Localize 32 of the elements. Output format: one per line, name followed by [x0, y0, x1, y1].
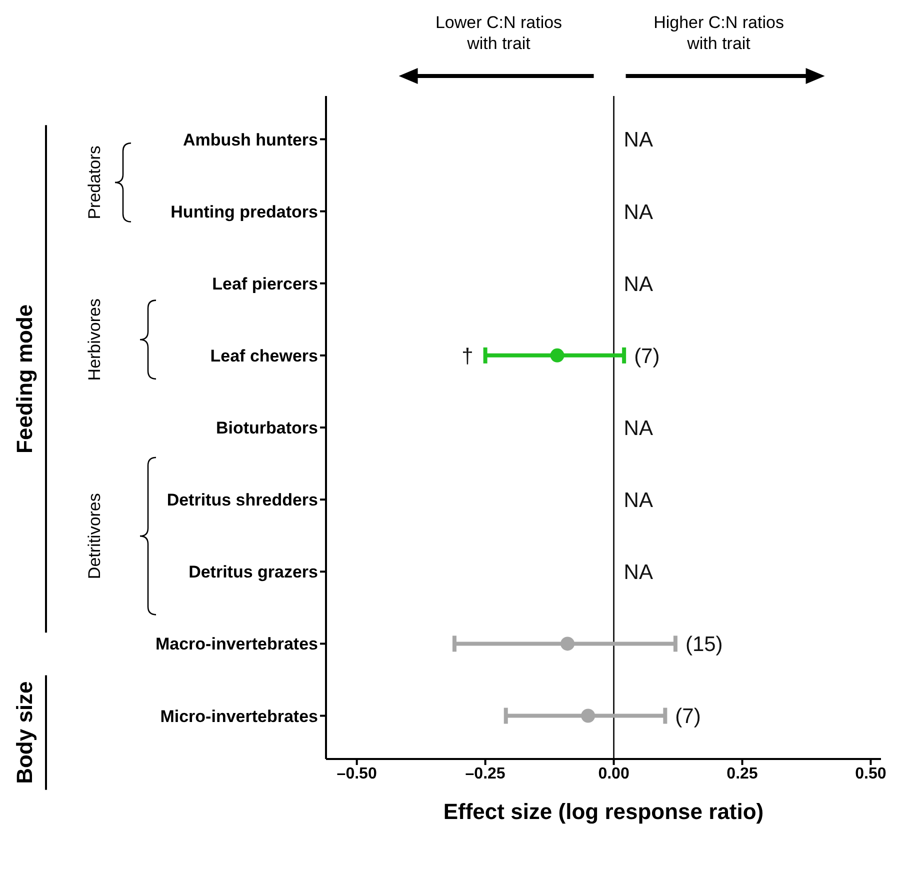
text: Feeding mode — [12, 304, 37, 454]
y-tick-label: Detritus grazers — [188, 562, 318, 582]
x-tick-label: 0.50 — [855, 765, 886, 782]
text: Herbivores — [85, 298, 104, 381]
annotation: (7) — [634, 344, 660, 368]
y-tick-label: Ambush hunters — [182, 130, 318, 150]
annotation: † — [462, 344, 474, 368]
x-axis-title: Effect size (log response ratio) — [443, 799, 764, 824]
x-tick-label: –0.25 — [465, 765, 506, 782]
text: Predators — [85, 146, 104, 220]
y-tick-label: Detritus shredders — [166, 490, 318, 510]
x-tick-label: 0.00 — [598, 765, 630, 782]
x-tick-label: –0.50 — [336, 765, 377, 782]
text: Detritivores — [85, 493, 104, 580]
y-tick-label: Bioturbators — [216, 418, 318, 438]
x-tick-label: 0.25 — [726, 765, 758, 782]
annotation: (7) — [675, 705, 701, 728]
y-tick-label: Leaf piercers — [212, 274, 318, 294]
annotation: NA — [624, 416, 653, 440]
annotation: NA — [624, 561, 653, 584]
annotation: NA — [624, 128, 653, 152]
annotation: (15) — [685, 633, 723, 656]
y-tick-label: Hunting predators — [170, 202, 318, 222]
text: Higher C:N ratios with trait — [652, 12, 785, 54]
y-tick-label: Macro-invertebrates — [155, 634, 318, 654]
annotation: NA — [624, 272, 653, 296]
y-tick-label: Leaf chewers — [210, 346, 318, 366]
text: Lower C:N ratios with trait — [434, 12, 564, 54]
y-tick-label: Micro-invertebrates — [160, 706, 318, 726]
annotation: NA — [624, 489, 653, 512]
annotation: NA — [624, 200, 653, 224]
text: Body size — [12, 681, 37, 784]
